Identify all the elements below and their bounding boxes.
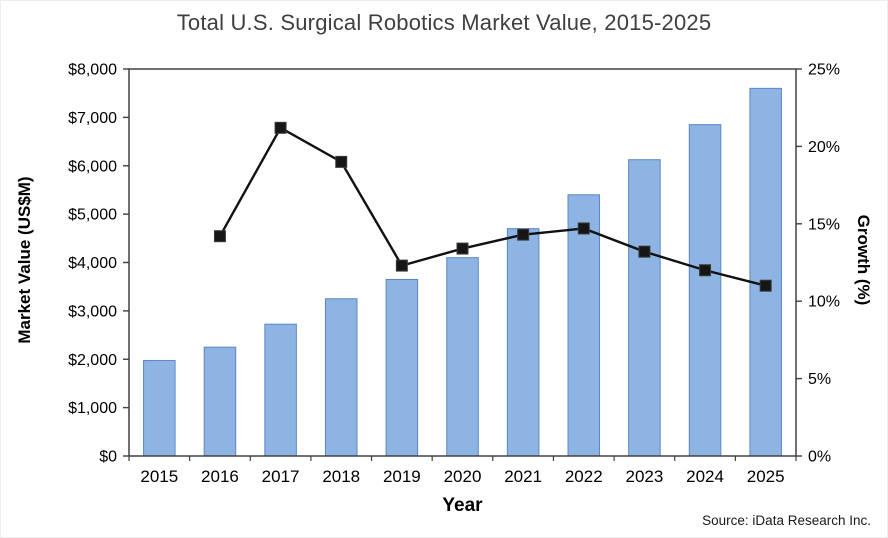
left-tick-label: $8,000 — [68, 62, 117, 79]
bar-2020 — [446, 257, 479, 457]
x-tick-label: 2015 — [140, 467, 178, 486]
growth-marker — [395, 259, 408, 272]
bar-2018 — [324, 298, 358, 457]
right-tick-label: 20% — [808, 139, 840, 156]
left-tick-label: $0 — [99, 449, 117, 466]
growth-marker — [335, 155, 348, 168]
bar-2019 — [385, 278, 419, 457]
left-tick-label: $3,000 — [68, 303, 117, 320]
bar-2016 — [203, 346, 237, 457]
left-tick-label: $6,000 — [68, 158, 117, 175]
x-tick-label: 2022 — [565, 467, 603, 486]
growth-marker — [699, 264, 712, 277]
plot-frame — [128, 68, 797, 457]
growth-line — [218, 126, 766, 287]
chart-title: Total U.S. Surgical Robotics Market Valu… — [176, 10, 712, 35]
left-tick-label: $2,000 — [68, 352, 117, 369]
x-axis-title: Year — [442, 495, 483, 516]
right-tick-label: 5% — [808, 371, 831, 388]
x-tick-label: 2018 — [322, 467, 360, 486]
right-tick-label: 15% — [808, 216, 840, 233]
right-tick-label: 10% — [808, 294, 840, 311]
bar-2022 — [567, 194, 601, 457]
growth-marker — [517, 228, 530, 241]
growth-marker — [577, 222, 590, 235]
bar-2025 — [749, 87, 782, 457]
right-tick-label: 25% — [808, 62, 840, 79]
right-axis-title: Growth (%) — [854, 214, 873, 306]
x-tick-label: 2019 — [383, 467, 421, 486]
growth-marker — [638, 245, 651, 258]
left-tick-label: $5,000 — [68, 207, 117, 224]
bar-2023 — [628, 159, 661, 457]
left-tick-label: $4,000 — [68, 255, 117, 272]
growth-marker — [213, 230, 226, 243]
growth-marker — [274, 121, 287, 134]
left-tick-label: $1,000 — [68, 400, 117, 417]
bar-2021 — [506, 228, 540, 457]
x-tick-label: 2023 — [625, 467, 663, 486]
x-tick-label: 2017 — [262, 467, 300, 486]
x-tick-label: 2020 — [444, 467, 482, 486]
bar-2024 — [688, 124, 722, 457]
right-tick-label: 0% — [808, 449, 831, 466]
bar-2015 — [143, 359, 176, 457]
x-tick-label: 2021 — [504, 467, 542, 486]
left-tick-label: $7,000 — [68, 110, 117, 127]
x-tick-label: 2016 — [201, 467, 239, 486]
growth-marker — [456, 242, 469, 255]
growth-marker — [759, 279, 772, 292]
source-credit: Source: iData Research Inc. — [702, 513, 871, 528]
x-tick-label: 2025 — [747, 467, 785, 486]
left-axis-title: Market Value (US$M) — [15, 176, 34, 344]
bar-2017 — [264, 323, 297, 457]
x-tick-label: 2024 — [686, 467, 724, 486]
